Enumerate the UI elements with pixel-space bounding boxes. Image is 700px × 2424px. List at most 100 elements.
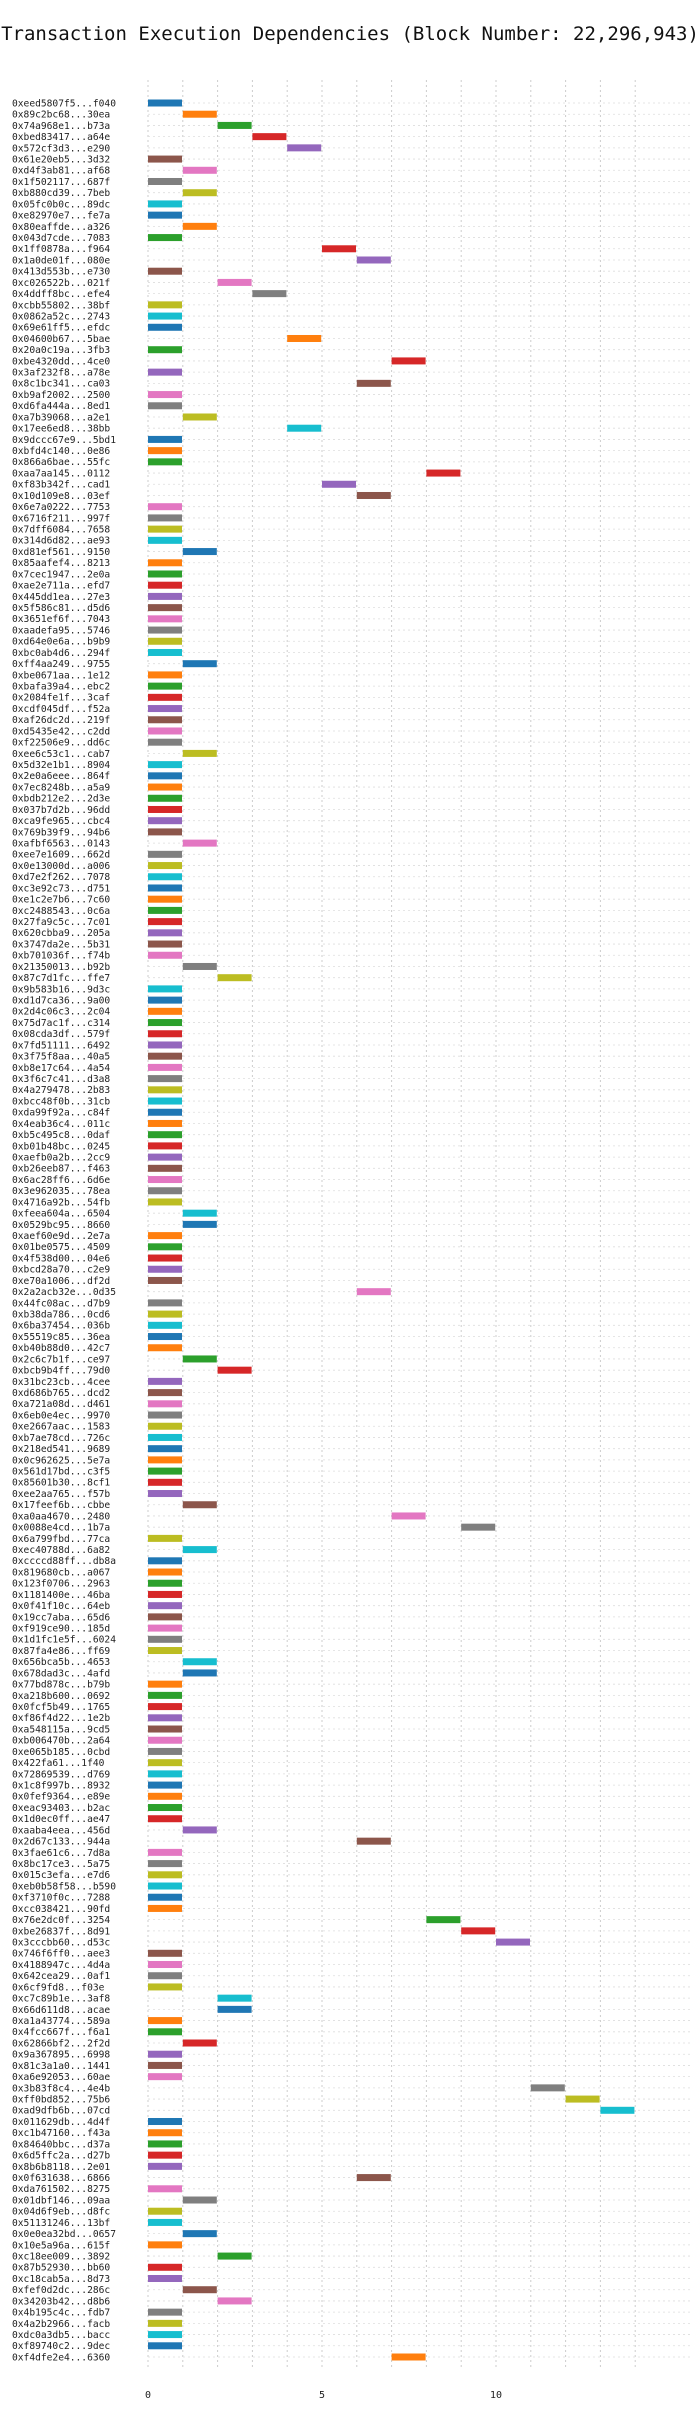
- execution-bar: [148, 2308, 182, 2316]
- y-tick-label: 0xe2667aac...1583: [12, 1422, 110, 1433]
- execution-bar: [182, 166, 217, 174]
- y-tick-label: 0xd4f3ab81...af68: [12, 166, 110, 177]
- execution-bar: [148, 435, 182, 443]
- y-tick-label: 0xbe26837f...8d91: [12, 1926, 110, 1937]
- execution-bar: [148, 503, 182, 511]
- execution-bar: [148, 1781, 182, 1789]
- y-tick-label: 0x9b583b16...9d3c: [12, 984, 110, 995]
- y-tick-label: 0xb7ae78cd...726c: [12, 1433, 110, 1444]
- execution-bar: [148, 1770, 182, 1778]
- y-tick-label: 0xaef60e9d...2e7a: [12, 1231, 110, 1242]
- execution-bar: [148, 1377, 182, 1385]
- y-tick-label: 0xafbf6563...0143: [12, 839, 110, 850]
- execution-bar: [148, 1433, 182, 1441]
- y-tick-label: 0xee6c53c1...cab7: [12, 749, 110, 760]
- y-tick-label: 0xb9af2002...2500: [12, 390, 110, 401]
- execution-bar: [148, 1804, 182, 1812]
- y-tick-label: 0x51131246...13bf: [12, 2218, 110, 2229]
- y-tick-label: 0x19cc7aba...65d6: [12, 1612, 110, 1623]
- bars-layer: [148, 99, 635, 2361]
- y-tick-label: 0x314d6d82...ae93: [12, 536, 110, 547]
- execution-bar: [148, 1624, 182, 1632]
- y-tick-label: 0x87b52930...bb60: [12, 2263, 110, 2274]
- execution-bar: [148, 1882, 182, 1890]
- execution-bar: [182, 1355, 217, 1363]
- execution-bar: [182, 548, 217, 556]
- execution-bar: [148, 1602, 182, 1610]
- execution-bar: [148, 368, 182, 376]
- y-tick-label: 0xff0bd852...75b6: [12, 2094, 110, 2105]
- y-tick-label: 0x445dd1ea...27e3: [12, 592, 110, 603]
- y-tick-label: 0x6ac28ff6...6d6e: [12, 1175, 110, 1186]
- execution-bar: [148, 951, 182, 959]
- y-tick-label: 0xd1d7ca36...9a00: [12, 996, 110, 1007]
- execution-bar: [148, 2151, 182, 2159]
- y-tick-label: 0x4eab36c4...011c: [12, 1119, 110, 1130]
- execution-bar: [148, 850, 182, 858]
- execution-bar: [148, 1893, 182, 1901]
- execution-bar: [148, 1198, 182, 1206]
- y-tick-label: 0x04d6f9eb...d8fc: [12, 2207, 110, 2218]
- y-tick-label: 0x8c1bc341...ca03: [12, 379, 110, 390]
- y-tick-label: 0xbed83417...a64e: [12, 132, 110, 143]
- execution-bar: [148, 559, 182, 567]
- y-tick-label: 0xc7c89b1e...3af8: [12, 1994, 110, 2005]
- y-tick-label: 0x0f41f10c...64eb: [12, 1601, 110, 1612]
- execution-bar: [182, 1669, 217, 1677]
- execution-bar: [148, 2017, 182, 2025]
- execution-bar: [391, 1512, 426, 1520]
- execution-bar: [496, 1938, 530, 1946]
- execution-bar: [148, 211, 182, 219]
- y-tick-label: 0x31bc23cb...4cee: [12, 1377, 110, 1388]
- y-tick-label: 0x5f586c81...d5d6: [12, 603, 110, 614]
- y-tick-label: 0xf89740c2...9dec: [12, 2341, 110, 2352]
- execution-bar: [530, 2084, 565, 2092]
- execution-bar: [148, 402, 182, 410]
- y-tick-label: 0xb006470b...2a64: [12, 1736, 110, 1747]
- execution-bar: [148, 727, 182, 735]
- execution-bar: [182, 2230, 217, 2238]
- y-tick-label: 0x77bd878c...b79b: [12, 1680, 110, 1691]
- execution-bar: [148, 1299, 182, 1307]
- execution-bar: [148, 1490, 182, 1498]
- execution-bar: [148, 1983, 182, 1991]
- y-tick-label: 0xc18ee009...3892: [12, 2251, 110, 2262]
- y-tick-label: 0x62866bf2...2f2d: [12, 2038, 110, 2049]
- execution-bar: [148, 1815, 182, 1823]
- execution-bar: [322, 245, 356, 253]
- y-tick-label: 0x10e5a96a...615f: [12, 2240, 110, 2251]
- y-tick-label: 0xbe0671aa...1e12: [12, 670, 110, 681]
- execution-bar: [148, 2331, 182, 2339]
- execution-bar: [148, 862, 182, 870]
- execution-bar: [148, 2319, 182, 2327]
- execution-bar: [148, 1871, 182, 1879]
- execution-bar: [148, 1030, 182, 1038]
- execution-bar: [182, 660, 217, 668]
- y-tick-label: 0x1a0de01f...080e: [12, 255, 110, 266]
- y-tick-label: 0xb5c495c8...0daf: [12, 1130, 110, 1141]
- execution-bar: [356, 1837, 391, 1845]
- y-tick-label: 0x769b39f9...94b6: [12, 827, 110, 838]
- y-tick-label: 0x74a968e1...b73a: [12, 121, 110, 132]
- y-tick-label: 0x2d4c06c3...2c04: [12, 1007, 110, 1018]
- y-tick-label: 0x6ba37454...036b: [12, 1321, 110, 1332]
- y-tick-label: 0x4f538d00...04e6: [12, 1253, 110, 1264]
- y-tick-label: 0x85aafef4...8213: [12, 558, 110, 569]
- y-tick-label: 0xda99f92a...c84f: [12, 1108, 110, 1119]
- execution-bar: [217, 1366, 252, 1374]
- execution-bar: [148, 1153, 182, 1161]
- execution-bar: [148, 2263, 182, 2271]
- execution-bar: [148, 267, 182, 275]
- y-tick-label: 0xdc0a3db5...bacc: [12, 2330, 110, 2341]
- execution-bar: [426, 1916, 461, 1924]
- execution-bar: [148, 985, 182, 993]
- y-tick-label: 0x642cea29...0af1: [12, 1971, 110, 1982]
- y-tick-label: 0xe70a1006...df2d: [12, 1276, 110, 1287]
- y-tick-label: 0x7dff6084...7658: [12, 525, 110, 536]
- y-tick-label: 0x8b6b8118...2e01: [12, 2162, 110, 2173]
- y-tick-label: 0xb26eeb87...f463: [12, 1164, 110, 1175]
- execution-bar: [148, 525, 182, 533]
- execution-bar: [148, 99, 182, 107]
- execution-bar: [461, 1927, 496, 1935]
- execution-bar: [148, 805, 182, 813]
